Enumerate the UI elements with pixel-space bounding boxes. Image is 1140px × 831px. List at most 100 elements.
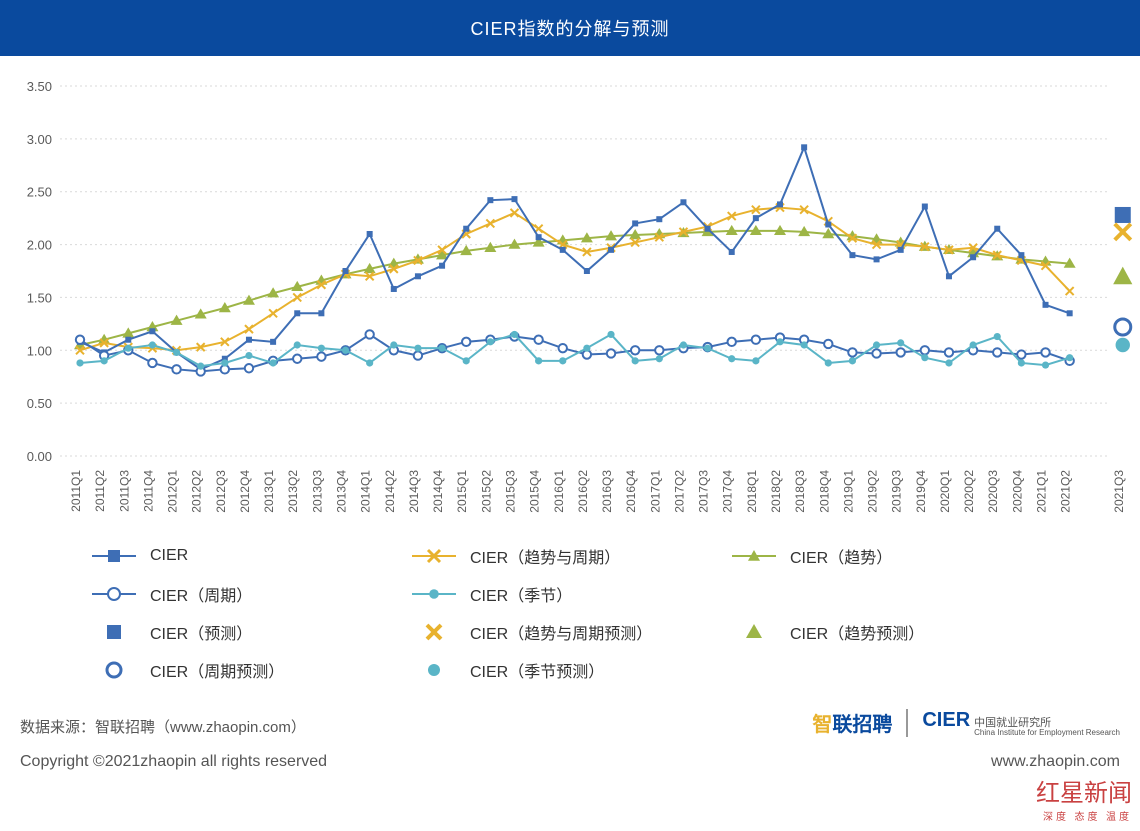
- legend-icon: [730, 547, 778, 565]
- watermark-text: 红星新闻: [1036, 773, 1132, 808]
- legend-item: CIER（趋势与周期）: [410, 544, 730, 568]
- svg-text:2016Q2: 2016Q2: [576, 470, 590, 513]
- watermark-sub: 深度 态度 温度: [1043, 808, 1132, 823]
- legend: CIERCIER（趋势与周期）CIER（趋势）CIER（周期）CIER（季节） …: [0, 536, 1140, 690]
- svg-text:2021Q2: 2021Q2: [1059, 470, 1073, 513]
- line-chart-svg: 0.00 0.50 1.00 1.50 2.00 2.50 3.00 3.50 2011Q1 20…: [0, 56, 1140, 536]
- legend-item: [730, 582, 1050, 606]
- svg-text:1.50: 1.50: [27, 290, 52, 305]
- legend-item: CIER（趋势与周期预测）: [410, 620, 730, 644]
- svg-text:2012Q4: 2012Q4: [238, 470, 252, 513]
- svg-text:1.00: 1.00: [27, 343, 52, 358]
- svg-text:2012Q3: 2012Q3: [214, 470, 228, 513]
- copyright-row: Copyright ©2021zhaopin all rights reserv…: [0, 743, 1140, 783]
- svg-text:2015Q4: 2015Q4: [528, 470, 542, 513]
- svg-text:2011Q3: 2011Q3: [117, 470, 131, 512]
- svg-text:2016Q1: 2016Q1: [552, 470, 566, 513]
- legend-label: CIER（趋势预测）: [790, 620, 924, 644]
- svg-text:2011Q2: 2011Q2: [93, 470, 107, 512]
- svg-text:2014Q3: 2014Q3: [407, 470, 421, 513]
- copyright-text: Copyright ©2021zhaopin all rights reserv…: [20, 753, 327, 771]
- zhaopin-logo: 智联招聘: [812, 708, 892, 737]
- svg-text:3.00: 3.00: [27, 132, 52, 147]
- legend-icon: [90, 585, 138, 603]
- cier-sub-en: China Institute for Employment Research: [974, 729, 1120, 737]
- legend-icon: [90, 623, 138, 641]
- legend-icon: [90, 661, 138, 679]
- legend-label: CIER（季节）: [470, 582, 572, 606]
- legend-item: CIER（季节预测）: [410, 658, 730, 682]
- legend-label: CIER（趋势）: [790, 544, 892, 568]
- svg-text:2.00: 2.00: [27, 238, 52, 253]
- svg-text:2014Q4: 2014Q4: [431, 470, 445, 513]
- svg-text:2018Q4: 2018Q4: [817, 470, 831, 513]
- legend-label: CIER（趋势与周期预测）: [470, 620, 652, 644]
- svg-text:2013Q3: 2013Q3: [310, 470, 324, 513]
- svg-text:2017Q2: 2017Q2: [672, 470, 686, 513]
- svg-text:2019Q4: 2019Q4: [914, 470, 928, 513]
- svg-text:2013Q1: 2013Q1: [262, 470, 276, 513]
- legend-item: CIER: [90, 544, 410, 568]
- svg-text:2015Q2: 2015Q2: [479, 470, 493, 513]
- svg-text:0.50: 0.50: [27, 396, 52, 411]
- svg-text:2021Q1: 2021Q1: [1035, 470, 1049, 513]
- legend-item: CIER（周期）: [90, 582, 410, 606]
- brand-block: 智联招聘 CIER 中国就业研究所 China Institute for Em…: [812, 708, 1120, 737]
- svg-text:2020Q1: 2020Q1: [938, 470, 952, 513]
- legend-item: CIER（季节）: [410, 582, 730, 606]
- cier-logo: CIER 中国就业研究所 China Institute for Employm…: [906, 709, 1120, 737]
- svg-text:2015Q3: 2015Q3: [503, 470, 517, 513]
- svg-text:2018Q2: 2018Q2: [769, 470, 783, 513]
- legend-label: CIER（季节预测）: [470, 658, 604, 682]
- svg-text:2017Q4: 2017Q4: [721, 470, 735, 513]
- legend-icon: [410, 547, 458, 565]
- svg-text:2017Q1: 2017Q1: [648, 470, 662, 513]
- svg-text:2017Q3: 2017Q3: [697, 470, 711, 513]
- svg-text:2018Q1: 2018Q1: [745, 470, 759, 513]
- url-text: www.zhaopin.com: [991, 753, 1120, 771]
- svg-text:2020Q2: 2020Q2: [962, 470, 976, 513]
- svg-text:2014Q1: 2014Q1: [359, 470, 373, 513]
- svg-text:2.50: 2.50: [27, 185, 52, 200]
- source-text: 数据来源：智联招聘（www.zhaopin.com）: [20, 716, 306, 737]
- legend-item: CIER（周期预测）: [90, 658, 410, 682]
- svg-text:2012Q1: 2012Q1: [166, 470, 180, 513]
- legend-label: CIER（趋势与周期）: [470, 544, 620, 568]
- svg-text:2019Q2: 2019Q2: [866, 470, 880, 513]
- legend-label: CIER（预测）: [150, 620, 252, 644]
- svg-text:2011Q1: 2011Q1: [69, 470, 83, 512]
- svg-text:2019Q3: 2019Q3: [890, 470, 904, 513]
- svg-text:2014Q2: 2014Q2: [383, 470, 397, 513]
- svg-text:2012Q2: 2012Q2: [190, 470, 204, 513]
- svg-text:2018Q3: 2018Q3: [793, 470, 807, 513]
- legend-label: CIER（周期预测）: [150, 658, 284, 682]
- legend-icon: [410, 585, 458, 603]
- svg-text:2016Q3: 2016Q3: [600, 470, 614, 513]
- legend-icon: [90, 547, 138, 565]
- chart-area: 0.00 0.50 1.00 1.50 2.00 2.50 3.00 3.50 2011Q1 20…: [0, 56, 1140, 536]
- legend-item: CIER（预测）: [90, 620, 410, 644]
- legend-icon: [410, 623, 458, 641]
- svg-text:2020Q4: 2020Q4: [1010, 470, 1024, 513]
- svg-text:2013Q4: 2013Q4: [335, 470, 349, 513]
- svg-text:2020Q3: 2020Q3: [986, 470, 1000, 513]
- cier-text: CIER: [922, 709, 970, 732]
- svg-text:0.00: 0.00: [27, 449, 52, 464]
- legend-item: CIER（趋势预测）: [730, 620, 1050, 644]
- svg-text:2021Q3: 2021Q3: [1112, 470, 1126, 513]
- svg-text:2016Q4: 2016Q4: [624, 470, 638, 513]
- source-row: 数据来源：智联招聘（www.zhaopin.com） 智联招聘 CIER 中国就…: [0, 690, 1140, 743]
- watermark: 红星新闻 深度 态度 温度: [1036, 773, 1132, 823]
- legend-item: CIER（趋势）: [730, 544, 1050, 568]
- svg-text:3.50: 3.50: [27, 79, 52, 94]
- legend-icon: [410, 661, 458, 679]
- title-bar: CIER指数的分解与预测: [0, 0, 1140, 56]
- legend-label: CIER: [150, 547, 188, 565]
- svg-text:2013Q2: 2013Q2: [286, 470, 300, 513]
- legend-label: CIER（周期）: [150, 582, 252, 606]
- cier-sub: 中国就业研究所: [974, 718, 1120, 729]
- legend-icon: [730, 623, 778, 641]
- svg-text:2015Q1: 2015Q1: [455, 470, 469, 513]
- svg-text:2019Q1: 2019Q1: [841, 470, 855, 513]
- svg-text:2011Q4: 2011Q4: [141, 470, 155, 512]
